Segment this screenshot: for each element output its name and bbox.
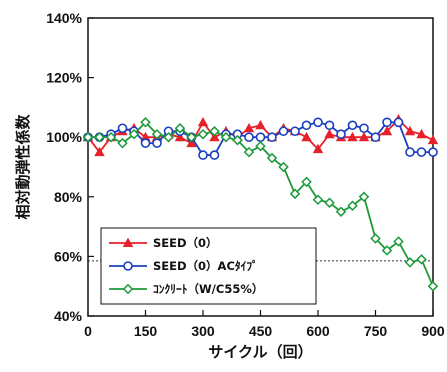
y-tick-label: 80% — [54, 189, 83, 205]
data-point — [393, 236, 404, 247]
data-point — [186, 131, 197, 143]
data-point — [174, 131, 186, 142]
y-tick-labels: 40% 60% 80% 100% 120% 140% — [46, 10, 82, 324]
data-point — [324, 120, 335, 131]
data-point — [290, 126, 300, 137]
y-tick-label: 140% — [46, 10, 82, 26]
x-tick-label: 600 — [306, 323, 330, 339]
data-point — [186, 137, 197, 148]
data-point — [243, 122, 255, 133]
data-point — [122, 237, 134, 248]
data-point — [123, 261, 133, 271]
data-point — [243, 146, 255, 158]
data-point — [313, 117, 323, 128]
data-point — [152, 138, 162, 148]
data-point — [301, 120, 312, 131]
x-tick-label: 900 — [421, 323, 445, 339]
data-point — [347, 120, 358, 131]
data-point — [404, 257, 416, 268]
legend-item: ｺﾝｸﾘｰﾄ（W/C55%） — [109, 282, 263, 296]
data-point — [266, 152, 278, 164]
series-3 — [82, 117, 439, 292]
y-tick-label: 60% — [54, 248, 83, 264]
data-point — [220, 131, 232, 143]
data-point — [301, 176, 312, 188]
series-layer — [82, 113, 439, 292]
legend: SEED（0） SEED（0）ACﾀｲﾌﾟ ｺﾝｸﾘｰﾄ（W/C55%） — [100, 227, 317, 305]
y-tick-label: 100% — [46, 129, 82, 145]
data-point — [416, 254, 427, 265]
data-point — [359, 123, 369, 134]
data-point — [428, 147, 438, 157]
data-point — [105, 131, 117, 143]
data-point — [301, 131, 312, 142]
data-point — [255, 132, 266, 142]
data-point — [163, 131, 174, 143]
data-point — [289, 188, 301, 200]
data-point — [122, 283, 134, 295]
data-point — [197, 116, 209, 127]
x-tick-label: 450 — [249, 323, 273, 339]
data-point — [117, 123, 128, 134]
data-point — [267, 132, 277, 142]
x-tick-label: 0 — [84, 323, 92, 339]
x-tick-label: 150 — [134, 323, 158, 339]
data-point — [312, 143, 324, 154]
x-tick-label: 750 — [364, 323, 388, 339]
data-point — [82, 131, 94, 143]
legend-label: SEED（0） — [153, 236, 218, 250]
y-tick-label: 40% — [54, 308, 83, 324]
data-point — [278, 126, 289, 137]
data-point — [393, 117, 404, 128]
data-point — [209, 150, 220, 160]
data-point — [278, 161, 289, 173]
legend-label: ｺﾝｸﾘｰﾄ（W/C55%） — [153, 282, 263, 296]
data-point — [244, 132, 254, 142]
data-point — [209, 131, 220, 142]
data-point — [94, 146, 105, 157]
data-point — [370, 132, 381, 142]
y-tick-label: 120% — [46, 70, 82, 86]
data-point — [347, 131, 358, 142]
legend-label: SEED（0）ACﾀｲﾌﾟ — [153, 259, 258, 273]
data-point — [358, 191, 370, 203]
data-point — [140, 138, 151, 148]
data-point — [358, 131, 370, 142]
data-point — [404, 125, 416, 136]
data-point — [94, 131, 105, 143]
data-point — [117, 137, 128, 149]
data-point — [324, 128, 335, 139]
x-tick-label: 300 — [191, 323, 215, 339]
data-point — [151, 128, 163, 140]
data-point — [198, 150, 208, 160]
legend-item: SEED（0） — [109, 236, 218, 250]
x-tick-labels: 0 150 300 450 600 750 900 — [84, 323, 445, 339]
data-point — [197, 128, 209, 140]
data-point — [128, 128, 140, 140]
data-point — [381, 245, 393, 256]
data-point — [255, 119, 266, 130]
data-point — [416, 147, 427, 157]
data-point — [324, 197, 335, 209]
data-point — [174, 122, 186, 134]
data-point — [382, 117, 392, 128]
data-point — [255, 140, 266, 152]
legend-item: SEED（0）ACﾀｲﾌﾟ — [109, 259, 258, 273]
data-point — [209, 125, 220, 137]
data-point — [381, 125, 393, 136]
data-point — [427, 134, 439, 145]
x-axis-label: サイクル（回） — [208, 343, 312, 361]
data-point — [370, 233, 381, 244]
data-point — [335, 206, 347, 217]
data-point — [336, 129, 346, 140]
data-point — [347, 200, 358, 212]
data-point — [416, 128, 427, 139]
data-point — [140, 117, 151, 128]
y-axis-label: 相対動弾性係数 — [14, 114, 32, 220]
data-point — [312, 194, 324, 206]
data-point — [427, 280, 439, 292]
data-point — [405, 147, 415, 157]
data-point — [232, 134, 243, 146]
